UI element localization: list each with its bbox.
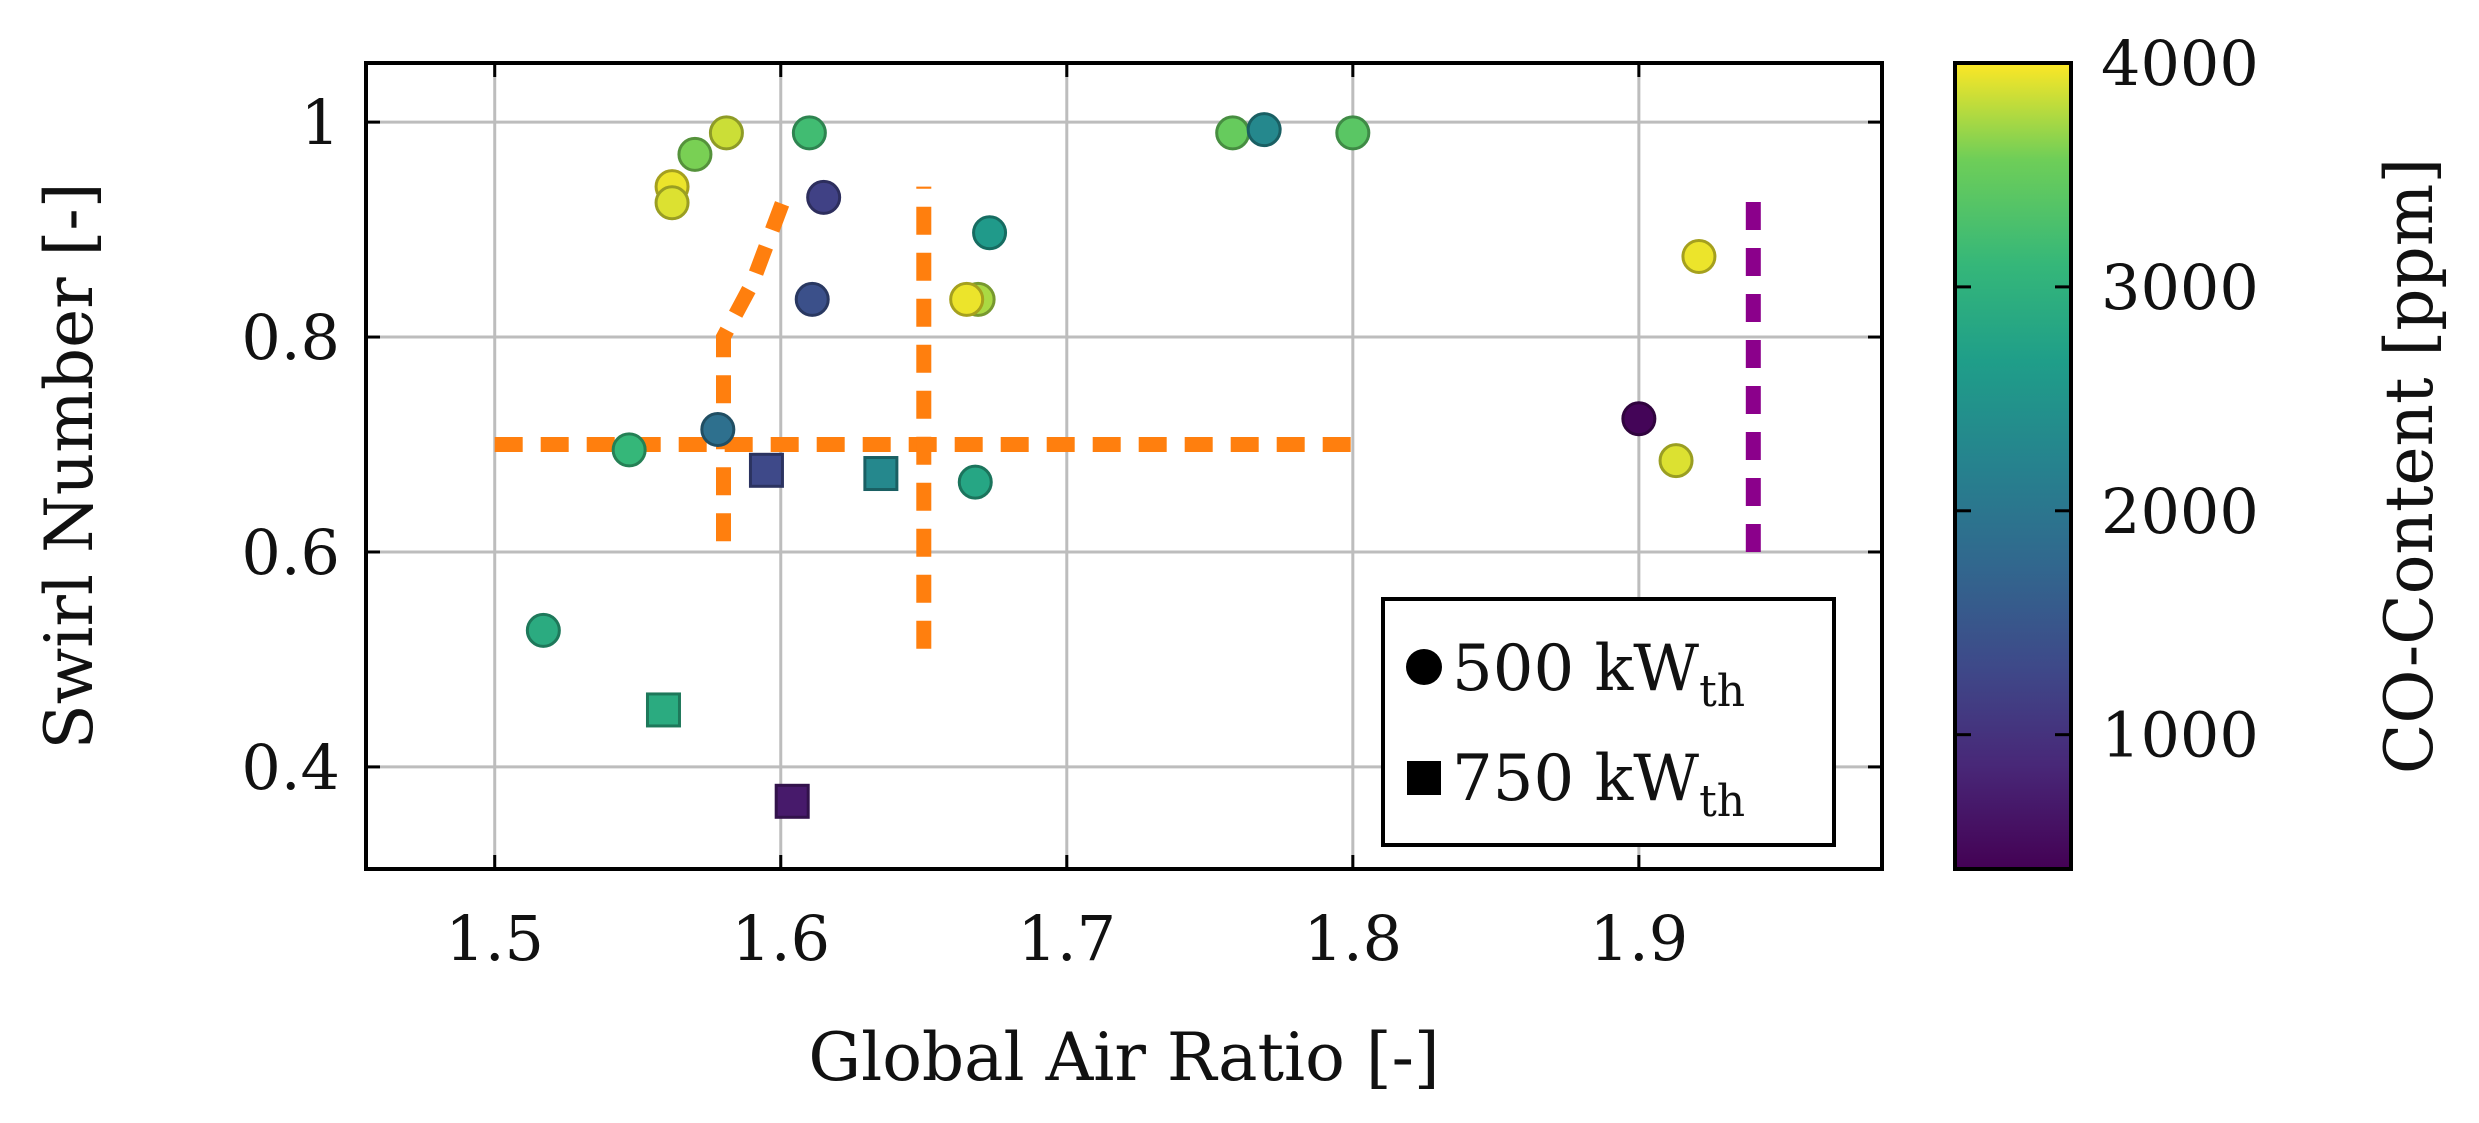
colorbar: 1000 2000 3000 4000 CO-Content [ppm] (1953, 27, 2448, 871)
point-500kw-4 (791, 115, 827, 151)
grid (366, 63, 1882, 869)
point-500kw-8 (949, 281, 985, 317)
point-500kw-14 (1621, 401, 1657, 437)
data-points (525, 112, 1717, 819)
threshold-lines (494, 186, 1761, 649)
legend: 500 kWth 750 kWth (1381, 597, 1836, 847)
colorbar-label: CO-Content [ppm] (2371, 158, 2448, 774)
point-500kw-3 (708, 115, 744, 151)
point-500kw-2 (677, 136, 713, 172)
x-tick-label: 1.7 (1017, 902, 1116, 975)
y-tick-label: 0.6 (241, 516, 340, 589)
y-axis-label: Swirl Number [-] (31, 183, 108, 750)
point-500kw-9 (972, 215, 1008, 251)
legend-label-500: 500 kWth (1452, 632, 1745, 717)
y-tick-label: 0.8 (241, 301, 340, 374)
legend-box (1381, 597, 1836, 847)
point-500kw-16 (700, 411, 736, 447)
point-750kw-1 (863, 456, 899, 492)
y-tick-labels: 0.4 0.6 0.8 1 (241, 86, 1882, 804)
x-tick-label: 1.8 (1304, 902, 1403, 975)
point-500kw-18 (957, 464, 993, 500)
point-500kw-11 (1246, 112, 1282, 148)
x-tick-label: 1.6 (731, 902, 830, 975)
y-tick-label: 0.4 (241, 731, 340, 804)
plot-frame (364, 61, 1884, 871)
colorbar-tick-label: 2000 (2101, 475, 2259, 548)
point-500kw-12 (1335, 115, 1371, 151)
x-axis-label: Global Air Ratio [-] (808, 1019, 1439, 1096)
point-500kw-10 (1215, 115, 1251, 151)
point-500kw-5 (806, 179, 842, 215)
colorbar-tick-label: 3000 (2101, 251, 2259, 324)
point-750kw-3 (774, 783, 810, 819)
colorbar-gradient (1953, 61, 2073, 871)
threshold-line-1 (716, 189, 794, 542)
point-500kw-6 (794, 281, 830, 317)
point-500kw-13 (1681, 238, 1717, 274)
point-500kw-19 (525, 612, 561, 648)
point-500kw-17 (611, 432, 647, 468)
legend-label-750: 750 kWth (1452, 742, 1745, 827)
x-tick-labels: 1.5 1.6 1.7 1.8 1.9 (445, 63, 1688, 975)
x-tick-label: 1.5 (445, 902, 544, 975)
colorbar-tick-label: 1000 (2101, 699, 2259, 772)
colorbar-ticks: 1000 2000 3000 4000 (1955, 27, 2259, 772)
point-500kw-15 (1658, 443, 1694, 479)
point-500kw-1 (654, 185, 690, 221)
x-tick-label: 1.9 (1590, 902, 1689, 975)
colorbar-tick-label: 4000 (2101, 27, 2259, 100)
point-750kw-2 (645, 692, 681, 728)
y-tick-label: 1 (301, 86, 340, 159)
point-750kw-0 (748, 452, 784, 488)
legend-square-marker (1407, 761, 1441, 795)
legend-circle-marker (1406, 649, 1442, 685)
